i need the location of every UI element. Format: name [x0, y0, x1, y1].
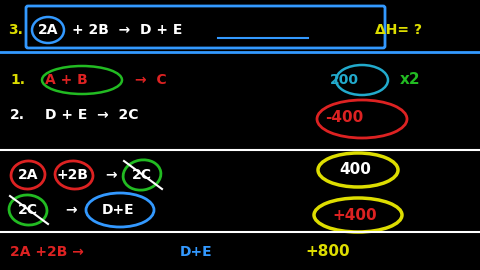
Text: 200: 200 — [330, 73, 359, 87]
Text: D + E  →  2C: D + E → 2C — [45, 108, 139, 122]
Text: →  C: → C — [135, 73, 167, 87]
Text: 2A: 2A — [18, 168, 38, 182]
Text: 2A: 2A — [38, 23, 58, 37]
Text: A + B: A + B — [45, 73, 88, 87]
Text: →: → — [65, 203, 77, 217]
Text: -400: -400 — [325, 110, 363, 124]
Text: x2: x2 — [400, 73, 420, 87]
Text: ΔH= ?: ΔH= ? — [375, 23, 422, 37]
Text: 2C: 2C — [132, 168, 152, 182]
Text: +2B: +2B — [56, 168, 88, 182]
Text: 400: 400 — [339, 163, 371, 177]
Text: 2C: 2C — [18, 203, 38, 217]
Text: +800: +800 — [305, 245, 349, 259]
Text: 1.: 1. — [10, 73, 25, 87]
Text: →: → — [105, 168, 117, 182]
Text: D+E: D+E — [180, 245, 213, 259]
Text: D+E: D+E — [102, 203, 134, 217]
Text: 3.: 3. — [8, 23, 23, 37]
Text: + 2B  →  D + E: + 2B → D + E — [72, 23, 182, 37]
Text: +400: +400 — [333, 208, 377, 222]
Text: 2.: 2. — [10, 108, 25, 122]
Text: 2A +2B →: 2A +2B → — [10, 245, 84, 259]
